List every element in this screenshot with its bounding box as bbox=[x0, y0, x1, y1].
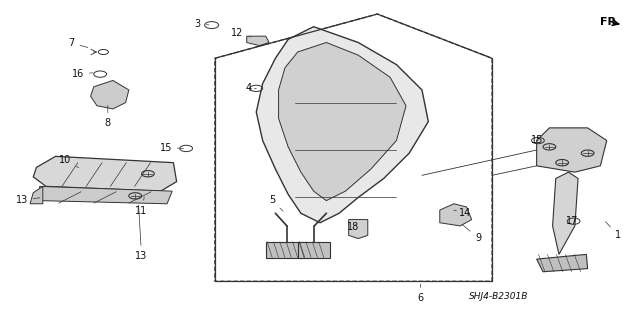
Text: 9: 9 bbox=[462, 225, 481, 243]
Text: 15: 15 bbox=[159, 143, 184, 153]
Text: 13: 13 bbox=[136, 205, 148, 261]
Text: 11: 11 bbox=[136, 197, 148, 216]
Text: 13: 13 bbox=[15, 195, 40, 205]
Text: 15: 15 bbox=[531, 135, 543, 145]
Text: 17: 17 bbox=[566, 216, 578, 226]
Text: 12: 12 bbox=[231, 28, 250, 38]
Polygon shape bbox=[30, 186, 43, 204]
Text: FR.: FR. bbox=[600, 17, 621, 27]
Text: 1: 1 bbox=[605, 222, 621, 241]
Polygon shape bbox=[278, 42, 406, 201]
Polygon shape bbox=[266, 242, 307, 257]
Text: 6: 6 bbox=[418, 284, 424, 303]
Polygon shape bbox=[256, 27, 428, 223]
Polygon shape bbox=[537, 254, 588, 272]
Text: 5: 5 bbox=[269, 195, 283, 211]
Polygon shape bbox=[552, 172, 578, 254]
Polygon shape bbox=[40, 186, 172, 204]
Polygon shape bbox=[349, 219, 368, 239]
Polygon shape bbox=[246, 36, 269, 46]
Polygon shape bbox=[298, 242, 330, 257]
Text: 8: 8 bbox=[105, 105, 111, 128]
Polygon shape bbox=[537, 128, 607, 172]
Polygon shape bbox=[440, 204, 472, 226]
Text: 3: 3 bbox=[195, 19, 209, 29]
Text: 7: 7 bbox=[68, 38, 88, 48]
Text: 14: 14 bbox=[454, 208, 472, 218]
Text: 16: 16 bbox=[72, 69, 93, 79]
Text: 4: 4 bbox=[246, 83, 256, 93]
Text: 18: 18 bbox=[347, 222, 359, 232]
Polygon shape bbox=[33, 156, 177, 191]
Text: SHJ4-B2301B: SHJ4-B2301B bbox=[468, 292, 528, 300]
Text: 10: 10 bbox=[59, 155, 79, 168]
Polygon shape bbox=[91, 80, 129, 109]
